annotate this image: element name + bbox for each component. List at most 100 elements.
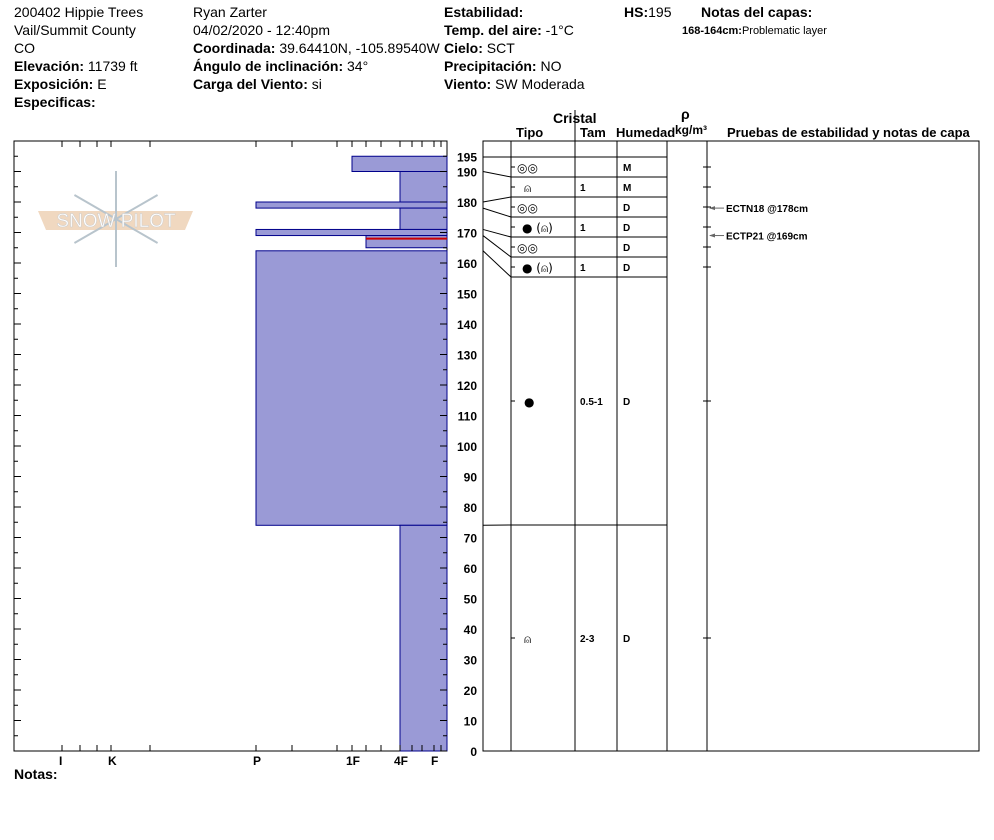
depth-label: 140 bbox=[457, 318, 477, 332]
moisture: D bbox=[623, 203, 630, 214]
hardness-label-1F: 1F bbox=[346, 754, 360, 768]
slope: 34° bbox=[347, 58, 369, 74]
elevation-label: Elevación: bbox=[14, 58, 85, 74]
hardness-bar bbox=[365, 235, 448, 249]
depth-label: 110 bbox=[458, 410, 478, 424]
depth-connector bbox=[482, 235, 512, 258]
moisture: M bbox=[623, 163, 631, 174]
grain-type: ◎◎ bbox=[517, 161, 538, 175]
grain-type: ⍝ bbox=[524, 181, 531, 195]
depth-label: 60 bbox=[464, 562, 478, 576]
depth-label: 150 bbox=[457, 288, 477, 302]
region: Vail/Summit County bbox=[14, 22, 136, 38]
hardness-bar bbox=[255, 228, 448, 237]
hardness-bar bbox=[399, 524, 448, 752]
grain-type: ◎◎ bbox=[517, 241, 538, 255]
observer: Ryan Zarter bbox=[193, 4, 267, 20]
moisture: D bbox=[623, 634, 630, 645]
moisture: D bbox=[623, 223, 630, 234]
wind-load: si bbox=[311, 76, 322, 92]
depth-label: 80 bbox=[464, 501, 478, 515]
aspect: E bbox=[97, 76, 107, 92]
col-tam: Tam bbox=[580, 125, 606, 140]
col-humedad: Humedad bbox=[616, 125, 676, 140]
hs-label: HS: bbox=[624, 4, 649, 20]
depth-label: 40 bbox=[464, 623, 478, 637]
stability-test: ECTP21 @169cm bbox=[726, 232, 808, 243]
precip: NO bbox=[540, 58, 562, 74]
wind-load-label: Carga del Viento: bbox=[193, 76, 308, 92]
grain-type: ◎◎ bbox=[517, 201, 538, 215]
hardness-label-4F: 4F bbox=[394, 754, 408, 768]
grain-type: ● (⍝) bbox=[522, 221, 553, 235]
depth-label: 190 bbox=[457, 166, 477, 180]
layer-table bbox=[482, 140, 980, 752]
sky: SCT bbox=[486, 40, 515, 56]
depth-connector bbox=[482, 207, 512, 218]
hardness-bar bbox=[255, 201, 448, 209]
arrow-icon bbox=[709, 233, 715, 238]
depth-connector bbox=[482, 196, 512, 203]
logo-text: SNOW PILOT bbox=[56, 211, 176, 232]
air-temp-label: Temp. del aire: bbox=[444, 22, 542, 38]
snowflake-icon bbox=[73, 218, 117, 244]
stability-label: Estabilidad: bbox=[444, 4, 524, 20]
depth-label: 160 bbox=[457, 257, 477, 271]
grain-size: 1 bbox=[580, 183, 586, 194]
grain-type: ● (⍝) bbox=[522, 261, 553, 275]
grain-type: ● bbox=[524, 395, 534, 409]
precip-label: Precipitación: bbox=[444, 58, 537, 74]
depth-connector bbox=[482, 171, 512, 178]
hardness-bar bbox=[399, 207, 448, 230]
grain-size: 1 bbox=[580, 223, 586, 234]
slope-label: Ángulo de inclinación: bbox=[193, 58, 344, 74]
layer-note: Problematic layer bbox=[741, 25, 827, 37]
hardness-label-F: F bbox=[431, 754, 438, 768]
wind-label: Viento: bbox=[444, 76, 492, 92]
state: CO bbox=[14, 40, 35, 56]
hardness-label-P: P bbox=[253, 754, 261, 768]
hardness-label-I: I bbox=[59, 754, 62, 768]
hardness-bar bbox=[399, 171, 448, 203]
depth-label: 90 bbox=[464, 471, 478, 485]
arrow-icon bbox=[709, 206, 715, 211]
moisture: M bbox=[623, 183, 631, 194]
elevation: 11739 ft bbox=[87, 58, 138, 74]
layer-note-range: 168-164cm: bbox=[682, 25, 742, 37]
snowflake-icon bbox=[115, 218, 159, 244]
depth-label: 50 bbox=[464, 593, 478, 607]
hardness-label-K: K bbox=[108, 754, 117, 768]
depth-label: 180 bbox=[457, 196, 477, 210]
depth-label: 170 bbox=[457, 227, 477, 241]
depth-label: 0 bbox=[470, 745, 477, 759]
snowflake-icon bbox=[115, 194, 159, 220]
depth-label: 120 bbox=[457, 379, 477, 393]
depth-label: 100 bbox=[457, 440, 477, 454]
coord-label: Coordinada: bbox=[193, 40, 276, 56]
col-tests: Pruebas de estabilidad y notas de capa bbox=[727, 125, 970, 140]
notes-label: Notas: bbox=[14, 766, 58, 782]
aspect-label: Exposición: bbox=[14, 76, 94, 92]
moisture: D bbox=[623, 397, 630, 408]
depth-connector bbox=[482, 228, 512, 238]
hardness-bar bbox=[351, 155, 448, 172]
moisture: D bbox=[623, 243, 630, 254]
depth-label: 10 bbox=[464, 715, 478, 729]
depth-label: 20 bbox=[464, 684, 478, 698]
depth-label: 195 bbox=[457, 150, 477, 164]
moisture: D bbox=[623, 263, 630, 274]
sky-label: Cielo: bbox=[444, 40, 483, 56]
air-temp: -1°C bbox=[545, 22, 574, 38]
depth-label: 70 bbox=[464, 532, 478, 546]
datetime: 04/02/2020 - 12:40pm bbox=[193, 22, 330, 38]
layer-notes-label: Notas del capas: bbox=[701, 4, 813, 20]
grain-size: 2-3 bbox=[580, 634, 595, 645]
col-tipo: Tipo bbox=[516, 125, 544, 140]
hardness-bar bbox=[255, 250, 448, 526]
coordinates: 39.64410N, -105.89540W bbox=[279, 40, 440, 56]
grain-size: 0.5-1 bbox=[580, 397, 603, 408]
depth-label: 130 bbox=[457, 349, 477, 363]
site-name: 200402 Hippie Trees bbox=[14, 4, 144, 20]
specifics-label: Especificas: bbox=[14, 94, 96, 110]
